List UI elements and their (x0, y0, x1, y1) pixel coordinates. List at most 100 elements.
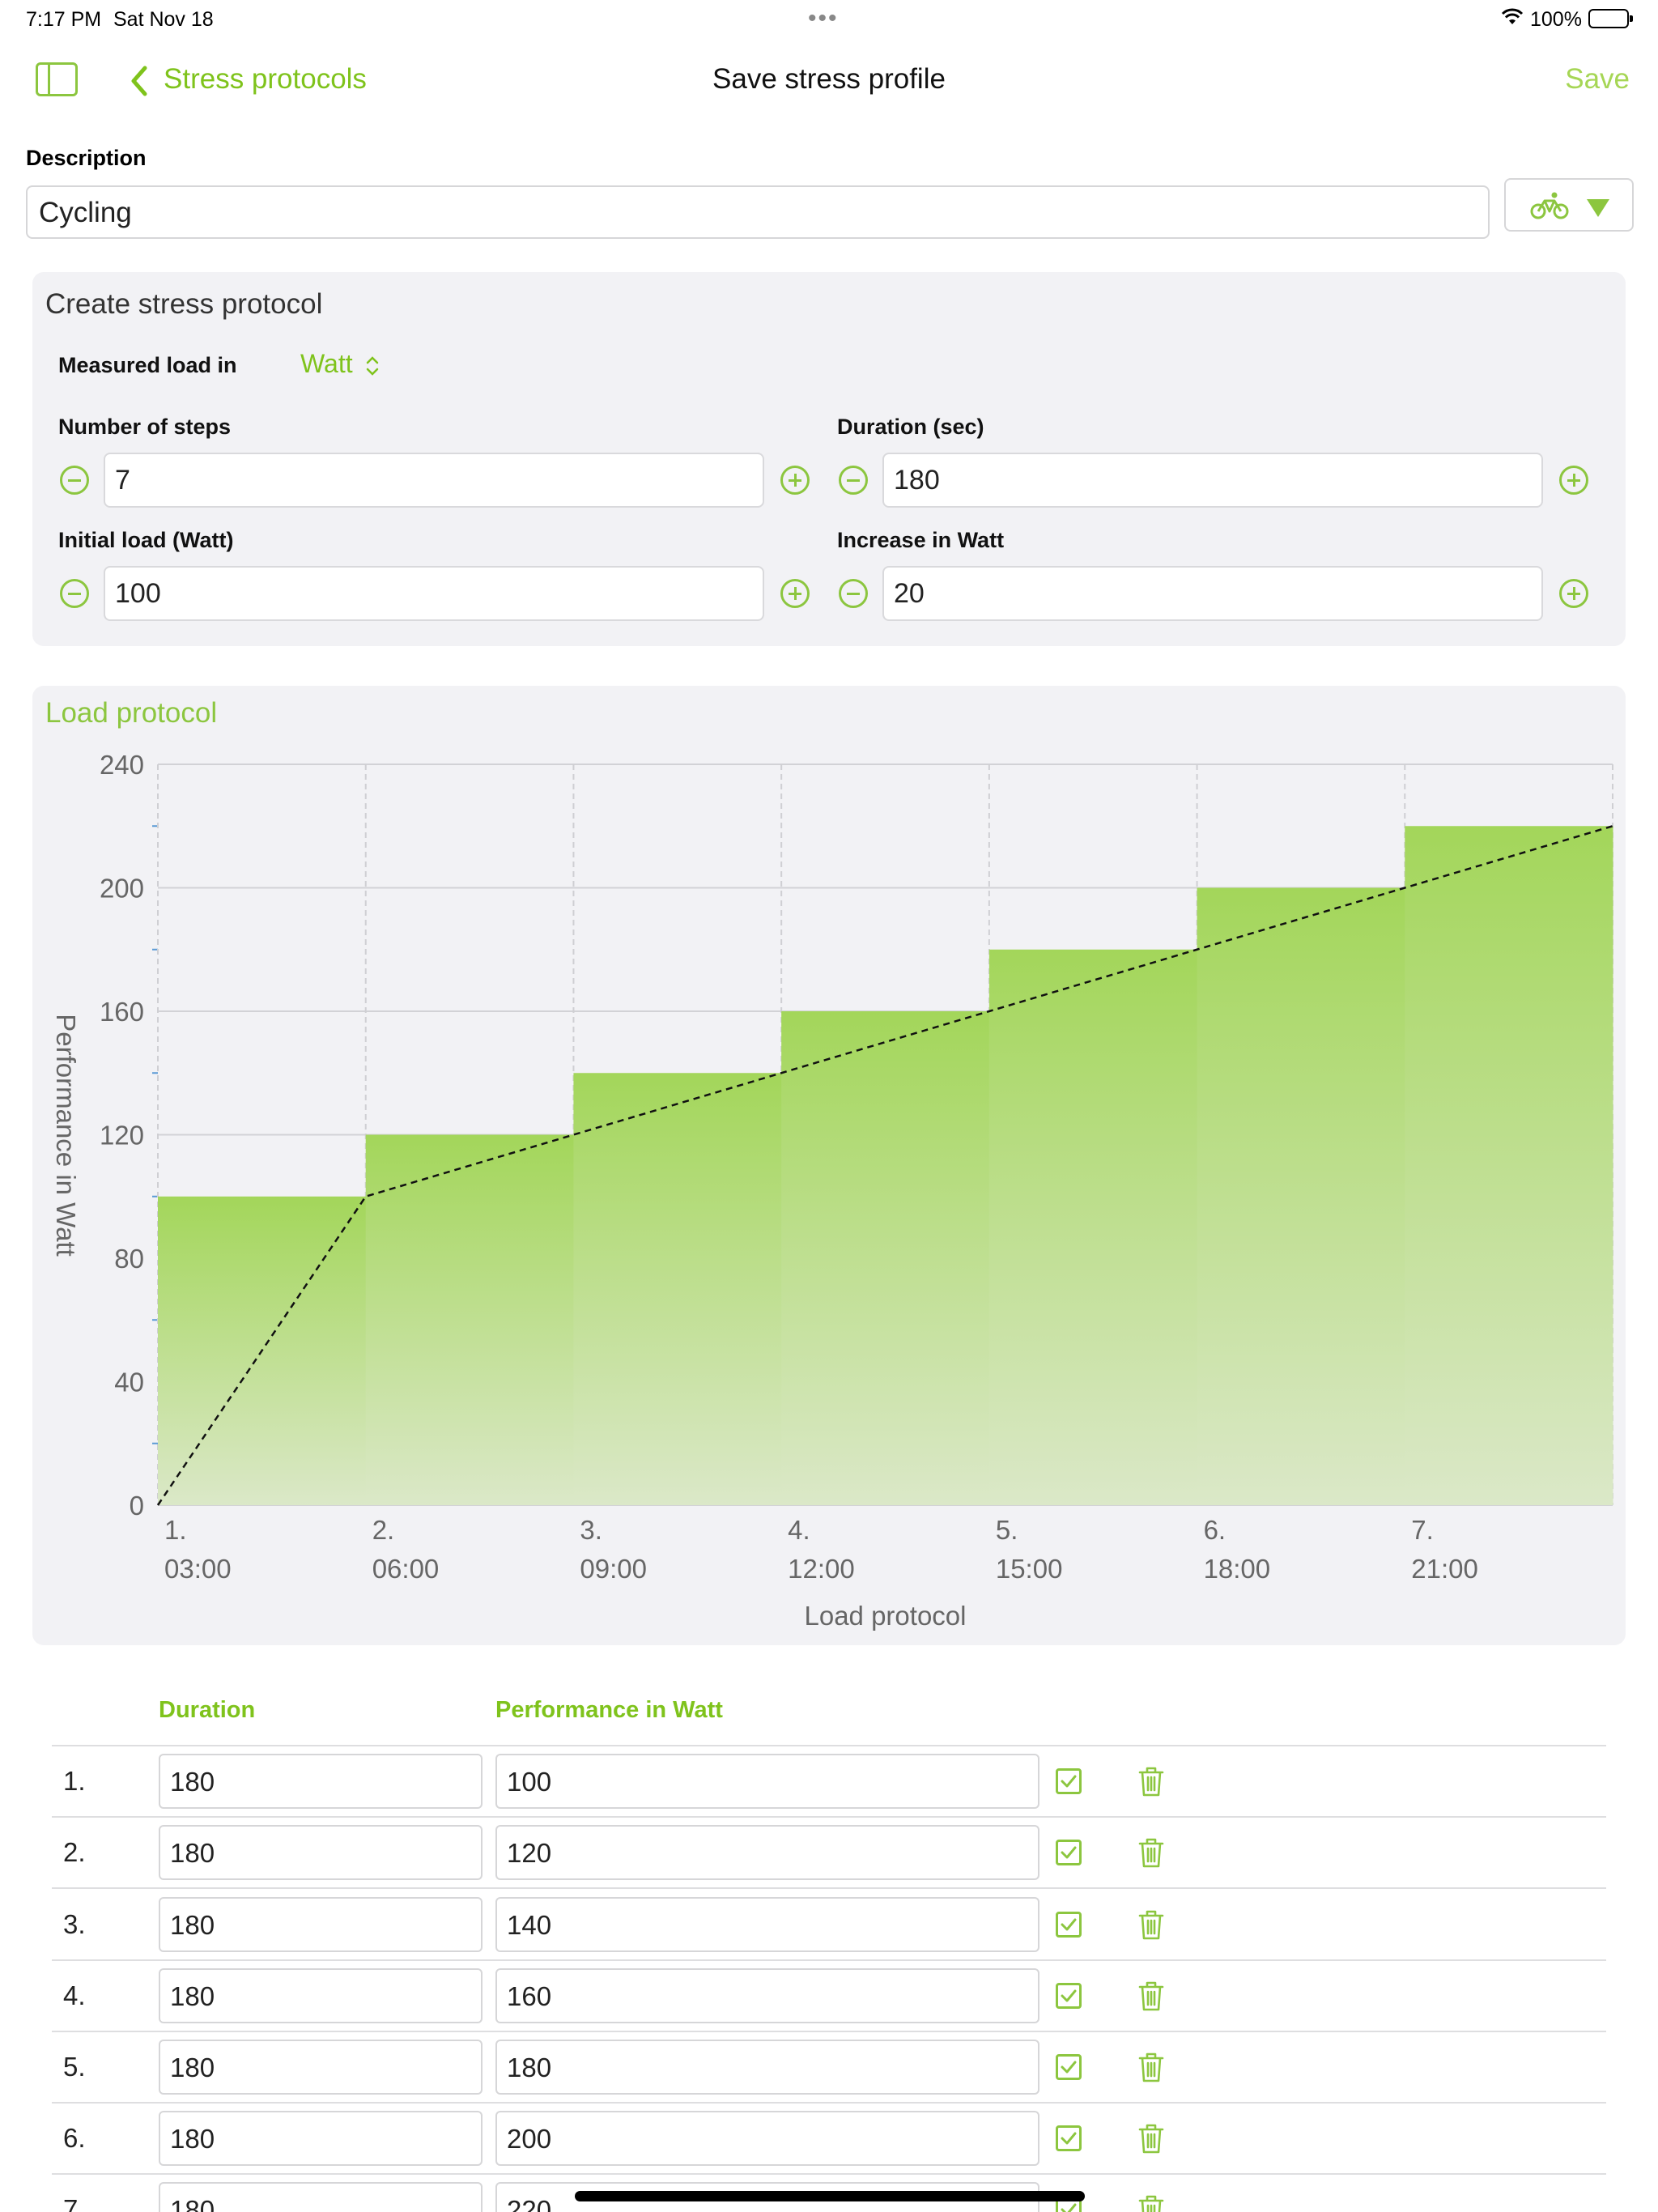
row-divider (52, 2102, 1606, 2104)
x-tick-step-label: 4. (788, 1515, 810, 1545)
measured-load-value: Watt (300, 349, 353, 378)
row-divider (52, 1816, 1606, 1819)
multitasking-dots-icon[interactable]: ••• (808, 5, 839, 32)
chevron-up-down-icon (367, 355, 379, 376)
trash-icon[interactable] (1137, 1980, 1166, 2016)
increase-decrement-icon[interactable] (839, 579, 868, 608)
duration-input[interactable]: 180 (159, 1967, 483, 2023)
performance-input[interactable]: 160 (495, 1967, 1039, 2023)
battery-percentage: 100% (1530, 8, 1582, 31)
save-button[interactable]: Save (1565, 63, 1630, 95)
y-tick-label: 240 (100, 750, 144, 780)
initial-load-label: Initial load (Watt) (58, 528, 234, 552)
checkbox-icon[interactable] (1056, 2125, 1082, 2152)
trash-icon[interactable] (1137, 1765, 1166, 1802)
duration-input[interactable]: 180 (159, 1825, 483, 1881)
duration-input[interactable]: 180 (882, 453, 1543, 508)
home-indicator (575, 2191, 1085, 2201)
duration-input[interactable]: 180 (159, 2039, 483, 2095)
performance-input[interactable]: 200 (495, 2111, 1039, 2167)
x-tick-time-label: 03:00 (164, 1554, 232, 1584)
steps-input[interactable]: 7 (104, 453, 764, 508)
performance-input[interactable]: 120 (495, 1825, 1039, 1881)
x-tick-step-label: 7. (1411, 1515, 1434, 1545)
back-button[interactable]: Stress protocols (164, 63, 367, 95)
x-tick-time-label: 06:00 (372, 1554, 440, 1584)
load-step-bar (1197, 887, 1405, 1505)
checkbox-icon[interactable] (1056, 1840, 1082, 1866)
initial-load-decrement-icon[interactable] (60, 579, 89, 608)
battery-icon (1588, 9, 1633, 28)
duration-input[interactable]: 180 (159, 1896, 483, 1952)
row-divider (52, 2173, 1606, 2176)
checkbox-icon[interactable] (1056, 2053, 1082, 2080)
sport-type-dropdown[interactable] (1504, 178, 1634, 232)
load-step-bar (781, 1011, 990, 1505)
load-step-bar (1405, 826, 1613, 1505)
initial-load-increment-icon[interactable] (780, 579, 810, 608)
row-number: 6. (63, 2123, 86, 2154)
duration-decrement-icon[interactable] (839, 466, 868, 495)
row-number: 5. (63, 2051, 86, 2082)
create-protocol-panel: Create stress protocol Measured load in … (32, 272, 1626, 646)
bicycle-icon (1530, 192, 1569, 219)
navigation-bar: Stress protocols Save stress profile Sav… (0, 49, 1658, 113)
duration-column-header: Duration (159, 1697, 256, 1723)
initial-load-input[interactable]: 100 (104, 566, 764, 621)
x-tick-step-label: 5. (996, 1515, 1018, 1545)
duration-increment-icon[interactable] (1559, 466, 1588, 495)
steps-decrement-icon[interactable] (60, 466, 89, 495)
status-time: 7:17 PM (26, 8, 102, 31)
panel-title: Create stress protocol (45, 288, 323, 320)
chevron-left-icon[interactable] (128, 65, 149, 97)
row-divider (52, 1745, 1606, 1746)
increase-label: Increase in Watt (837, 528, 1005, 552)
x-tick-time-label: 18:00 (1204, 1554, 1271, 1584)
performance-input[interactable]: 100 (495, 1754, 1039, 1810)
performance-input[interactable]: 140 (495, 1896, 1039, 1952)
wifi-icon (1501, 8, 1524, 24)
checkbox-icon[interactable] (1056, 1911, 1082, 1938)
chart-title: Load protocol (45, 697, 218, 729)
duration-label: Duration (sec) (837, 415, 984, 439)
page-title: Save stress profile (712, 63, 946, 95)
load-step-bar (988, 949, 1198, 1505)
checkbox-icon[interactable] (1056, 1768, 1082, 1795)
y-tick-label: 0 (130, 1491, 144, 1521)
measured-load-picker[interactable]: Watt (300, 349, 380, 379)
y-tick-label: 120 (100, 1121, 144, 1151)
status-date: Sat Nov 18 (113, 8, 214, 31)
x-tick-step-label: 6. (1204, 1515, 1226, 1545)
trash-icon[interactable] (1137, 2051, 1166, 2087)
x-tick-time-label: 15:00 (996, 1554, 1063, 1584)
performance-input[interactable]: 180 (495, 2039, 1039, 2095)
row-divider (52, 1959, 1606, 1961)
y-tick-label: 160 (100, 997, 144, 1027)
x-axis-title: Load protocol (805, 1601, 967, 1631)
row-number: 7. (63, 2194, 86, 2212)
trash-icon[interactable] (1137, 1908, 1166, 1945)
y-tick-label: 40 (114, 1368, 144, 1397)
increase-increment-icon[interactable] (1559, 579, 1588, 608)
trash-icon[interactable] (1137, 1836, 1166, 1873)
duration-input[interactable]: 180 (159, 1754, 483, 1810)
status-bar: 7:17 PM Sat Nov 18 ••• 100% (0, 0, 1658, 39)
row-number: 1. (63, 1766, 86, 1797)
y-tick-label: 80 (114, 1244, 144, 1274)
x-tick-step-label: 3. (580, 1515, 602, 1545)
trash-icon[interactable] (1137, 2193, 1166, 2212)
x-tick-time-label: 09:00 (580, 1554, 647, 1584)
checkbox-icon[interactable] (1056, 1982, 1082, 2009)
duration-input[interactable]: 180 (159, 2182, 483, 2212)
row-divider (52, 2030, 1606, 2032)
duration-input[interactable]: 180 (159, 2111, 483, 2167)
row-number: 2. (63, 1837, 86, 1868)
load-protocol-chart: 0 40 80 120 160 200 240 1. 03:00 2. 06:00 3. 09:00 4.… (51, 750, 1613, 1631)
x-tick-step-label: 1. (164, 1515, 187, 1545)
description-input[interactable]: Cycling (26, 185, 1490, 239)
steps-increment-icon[interactable] (780, 466, 810, 495)
row-number: 4. (63, 1980, 86, 2010)
increase-input[interactable]: 20 (882, 566, 1543, 621)
trash-icon[interactable] (1137, 2122, 1166, 2159)
sidebar-toggle-icon[interactable] (36, 62, 78, 96)
